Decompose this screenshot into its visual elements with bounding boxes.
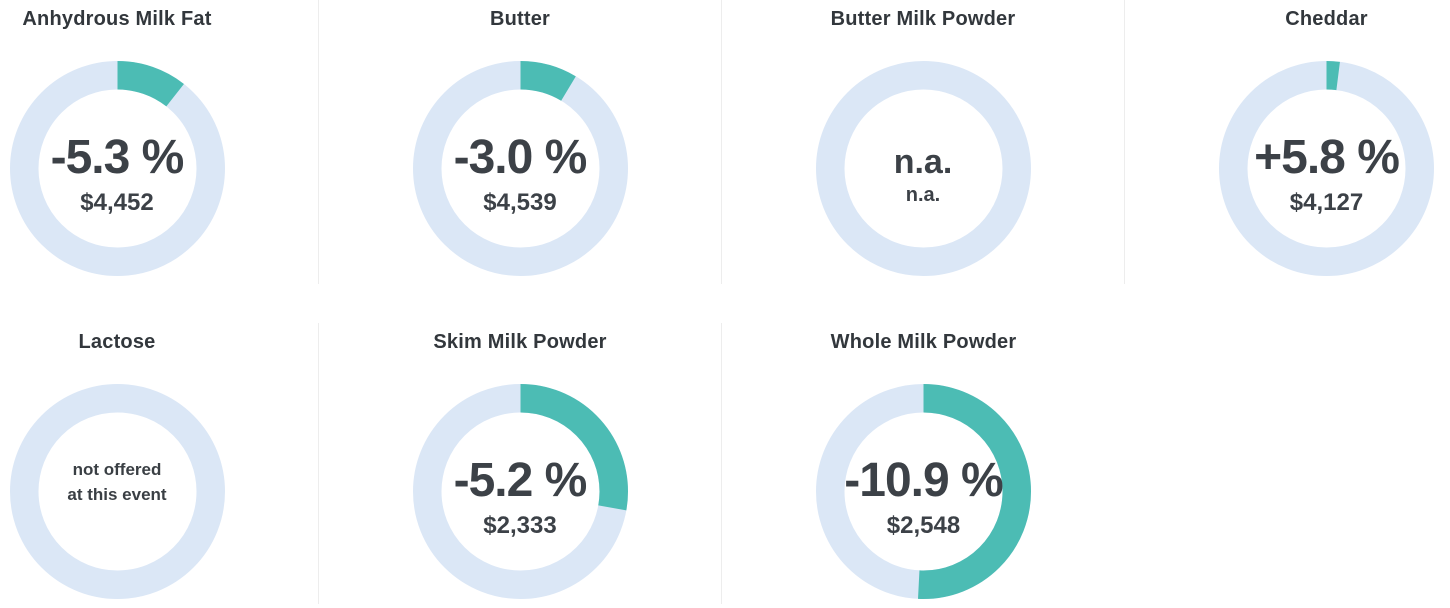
donut-value-arc xyxy=(816,384,1031,599)
product-row-top: Anhydrous Milk Fat -5.3 % $4,452 Butter xyxy=(0,0,1450,284)
product-card-whole-milk-powder: Whole Milk Powder -10.9 % $2,548 xyxy=(722,323,1125,604)
donut-chart: n.a. n.a. xyxy=(815,61,1031,276)
product-title: Whole Milk Powder xyxy=(830,331,1017,353)
product-title: Cheddar xyxy=(1285,8,1368,30)
product-title: Butter Milk Powder xyxy=(830,8,1016,30)
donut-value-arc xyxy=(412,61,628,276)
donut-chart: -5.3 % $4,452 xyxy=(9,61,225,276)
product-card-lactose: Lactose not offered at this event xyxy=(0,323,319,604)
donut-track xyxy=(9,384,225,599)
product-title: Skim Milk Powder xyxy=(433,331,607,353)
product-card-butter-milk-powder: Butter Milk Powder n.a. n.a. xyxy=(722,0,1125,284)
product-title: Butter xyxy=(489,8,551,30)
donut-chart: -10.9 % $2,548 xyxy=(816,384,1031,599)
product-title: Lactose xyxy=(78,331,156,353)
donut-ring xyxy=(1219,61,1434,276)
donut-chart: not offered at this event xyxy=(9,384,225,599)
donut-value-arc xyxy=(412,384,628,599)
donut-value-arc xyxy=(1219,61,1434,276)
donut-ring xyxy=(816,384,1031,599)
donut-ring xyxy=(412,61,628,276)
product-card-anhydrous-milk-fat: Anhydrous Milk Fat -5.3 % $4,452 xyxy=(0,0,319,284)
product-card-butter: Butter -3.0 % $4,539 xyxy=(319,0,722,284)
donut-track xyxy=(1219,61,1434,276)
donut-track xyxy=(9,61,225,276)
donut-track xyxy=(815,61,1031,276)
donut-chart: -5.2 % $2,333 xyxy=(412,384,628,599)
product-card-skim-milk-powder: Skim Milk Powder -5.2 % $2,333 xyxy=(319,323,722,604)
donut-ring xyxy=(815,61,1031,276)
donut-chart: -3.0 % $4,539 xyxy=(412,61,628,276)
product-row-bottom: Lactose not offered at this event Skim M… xyxy=(0,323,1450,604)
product-title: Anhydrous Milk Fat xyxy=(22,8,212,30)
donut-track xyxy=(412,61,628,276)
donut-value-arc xyxy=(9,61,225,276)
donut-ring xyxy=(9,61,225,276)
donut-ring xyxy=(9,384,225,599)
donut-chart: +5.8 % $4,127 xyxy=(1219,61,1434,276)
product-card-cheddar: Cheddar +5.8 % $4,127 xyxy=(1125,0,1450,284)
donut-ring xyxy=(412,384,628,599)
